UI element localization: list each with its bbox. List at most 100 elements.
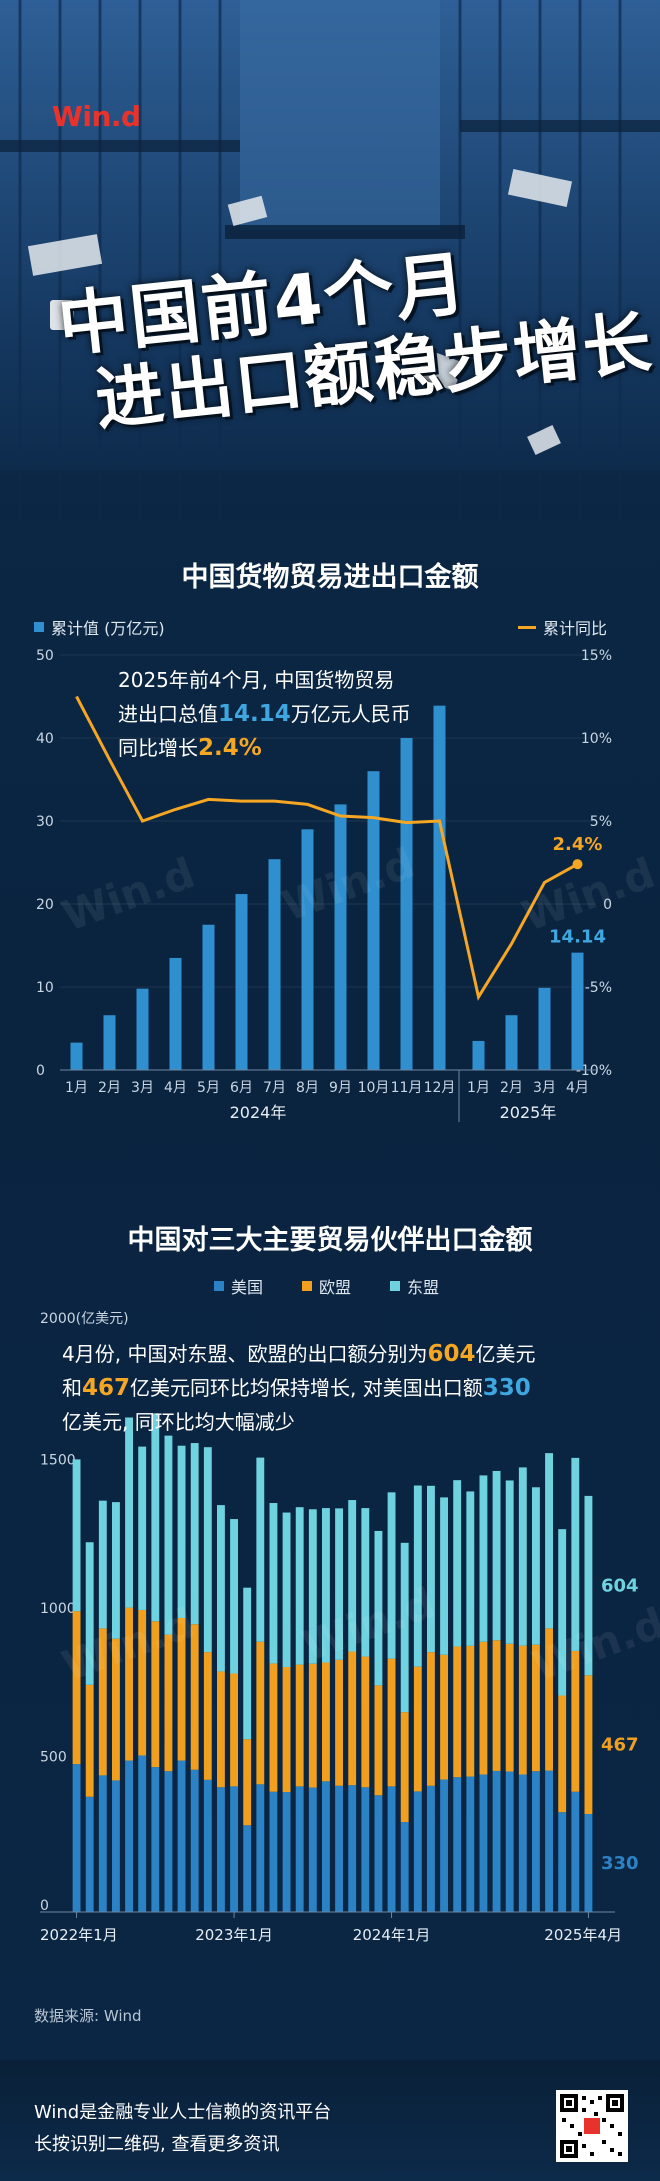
stacked-bar-segment bbox=[413, 1666, 422, 1792]
stacked-bar-segment bbox=[361, 1656, 370, 1788]
y-unit-label: 2000(亿美元) bbox=[40, 1311, 129, 1327]
stacked-bar-segment bbox=[440, 1779, 448, 1912]
stacked-bar-segment bbox=[164, 1771, 173, 1912]
y2-tick-label: -10% bbox=[576, 1063, 612, 1079]
stacked-bar-segment bbox=[85, 1542, 94, 1685]
stacked-bar-segment bbox=[138, 1609, 147, 1756]
series-end-label: 604 bbox=[601, 1576, 639, 1597]
chart1-legend-bar: 累计值 (万亿元) bbox=[34, 615, 165, 639]
stacked-bar-segment bbox=[269, 1791, 278, 1912]
stacked-bar-segment bbox=[387, 1658, 396, 1787]
y-tick-label: 0 bbox=[40, 1898, 49, 1914]
stacked-bar-segment bbox=[282, 1792, 291, 1912]
annotation-text: 亿美元同环比均保持增长, 对美国出口额 bbox=[130, 1376, 483, 1400]
stacked-bar-segment bbox=[112, 1638, 120, 1781]
y2-tick-label: 0 bbox=[603, 897, 612, 913]
stacked-bar-segment bbox=[427, 1485, 435, 1653]
footer-line1: Wind是金融专业人士信赖的资讯平台 bbox=[34, 2102, 332, 2123]
stacked-bar-segment bbox=[466, 1645, 475, 1777]
stacked-bar-segment bbox=[479, 1475, 488, 1642]
stacked-bar-segment bbox=[295, 1664, 304, 1787]
stacked-bar-segment bbox=[453, 1480, 462, 1647]
stacked-bar-segment bbox=[518, 1467, 527, 1646]
stacked-bar-segment bbox=[308, 1787, 317, 1912]
stacked-bar-segment bbox=[374, 1795, 383, 1912]
year-label: 2024年 bbox=[230, 1103, 287, 1122]
bar bbox=[538, 987, 551, 1070]
annotation-value: 604 bbox=[427, 1341, 476, 1367]
bar bbox=[433, 705, 446, 1070]
stacked-bar-segment bbox=[505, 1643, 514, 1772]
stacked-bar-segment bbox=[453, 1777, 462, 1912]
x-tick-label: 4月 bbox=[566, 1080, 589, 1096]
stacked-bar-segment bbox=[177, 1617, 186, 1761]
stacked-bar-segment bbox=[374, 1685, 383, 1796]
stacked-bar-segment bbox=[308, 1509, 317, 1664]
annotation-text: 万亿元人民币 bbox=[290, 702, 411, 726]
stacked-bar-segment bbox=[243, 1587, 252, 1740]
stacked-bar-segment bbox=[217, 1787, 225, 1912]
x-tick-label: 9月 bbox=[329, 1080, 352, 1096]
x-tick-label: 2022年1月 bbox=[40, 1926, 118, 1944]
stacked-bar-segment bbox=[335, 1659, 343, 1786]
stacked-bar-segment bbox=[256, 1784, 265, 1912]
bar bbox=[235, 894, 248, 1070]
stacked-bar-segment bbox=[190, 1769, 199, 1912]
y2-tick-label: -5% bbox=[585, 980, 612, 996]
chart2-plot: 2000(亿美元) 0 500 1000 1500 2022年1月 2023年1月 2024年… bbox=[40, 1311, 639, 1944]
stacked-bar-segment bbox=[203, 1652, 212, 1780]
annotation-line: 同比增长2.4% bbox=[118, 731, 411, 765]
stacked-bar-segment bbox=[335, 1785, 343, 1912]
stacked-bar-segment bbox=[177, 1760, 186, 1912]
bar bbox=[505, 1015, 518, 1070]
stacked-bar-segment bbox=[558, 1812, 567, 1912]
stacked-bar-segment bbox=[505, 1480, 514, 1644]
annotation-line: 2025年前4个月, 中国货物贸易 bbox=[118, 668, 395, 692]
stacked-bar-segment bbox=[440, 1497, 448, 1655]
bar-end-label: 14.14 bbox=[549, 927, 606, 948]
y-tick-label: 1500 bbox=[40, 1453, 76, 1469]
year-label: 2025年 bbox=[500, 1103, 557, 1122]
stacked-bar-segment bbox=[322, 1781, 330, 1912]
stacked-bar-segment bbox=[427, 1652, 435, 1786]
stacked-bar-segment bbox=[98, 1500, 107, 1629]
bar bbox=[400, 738, 413, 1070]
stacked-bar-segment bbox=[85, 1684, 94, 1797]
stacked-bar-segment bbox=[479, 1774, 488, 1912]
chart2-legend-asean: 东盟 bbox=[390, 1274, 439, 1298]
stacked-bar-segment bbox=[545, 1453, 553, 1629]
bar bbox=[169, 957, 182, 1070]
stacked-bar-segment bbox=[125, 1760, 133, 1912]
stacked-bar-segment bbox=[282, 1666, 291, 1793]
x-tick-label: 1月 bbox=[467, 1080, 490, 1096]
bar bbox=[301, 829, 314, 1070]
stacked-bar-segment bbox=[505, 1771, 514, 1912]
bar bbox=[367, 771, 380, 1070]
stacked-bar-segment bbox=[138, 1446, 147, 1610]
legend-bar-label: 累计值 (万亿元) bbox=[51, 619, 165, 638]
bar bbox=[103, 1015, 116, 1070]
annotation-text: 进出口总值 bbox=[118, 702, 218, 726]
qr-code[interactable] bbox=[556, 2090, 628, 2162]
chart2-title: 中国对三大主要贸易伙伴出口金额 bbox=[127, 1225, 533, 1256]
stacked-bar-segment bbox=[322, 1508, 330, 1663]
legend-label: 欧盟 bbox=[319, 1278, 352, 1297]
footer bbox=[0, 2060, 660, 2181]
stacked-bar-segment bbox=[151, 1413, 160, 1622]
annotation-text: 亿美元 bbox=[475, 1342, 536, 1366]
stacked-bar-segment bbox=[492, 1470, 501, 1641]
stacked-bar-segment bbox=[558, 1695, 567, 1813]
stacked-bar-segment bbox=[532, 1644, 540, 1772]
stacked-bar-segment bbox=[190, 1443, 199, 1625]
chart1-annotation: 2025年前4个月, 中国货物贸易 进出口总值14.14万亿元人民币 同比增长2… bbox=[118, 663, 411, 765]
x-tick-label: 3月 bbox=[131, 1080, 154, 1096]
annotation-value: 14.14 bbox=[218, 701, 291, 727]
bar bbox=[472, 1040, 485, 1070]
data-source: 数据来源: Wind bbox=[34, 2007, 142, 2025]
stacked-bar-segment bbox=[203, 1779, 212, 1912]
stacked-bar-segment bbox=[72, 1764, 81, 1912]
wind-logo: Win.d bbox=[52, 100, 141, 133]
line-swatch bbox=[518, 625, 536, 629]
stacked-bar-segment bbox=[85, 1796, 94, 1912]
stacked-bar-segment bbox=[243, 1825, 252, 1912]
